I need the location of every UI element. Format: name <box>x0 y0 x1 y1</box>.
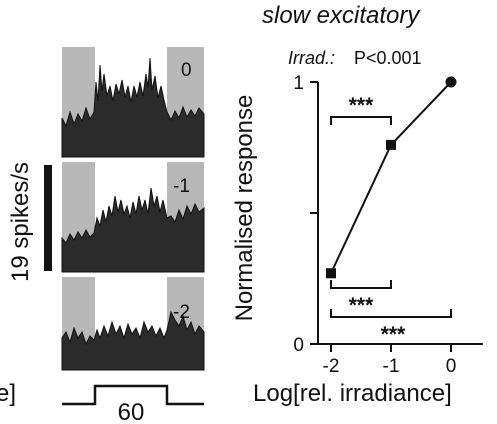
x-tick-label-1: -1 <box>383 356 400 377</box>
sig-stars-2: *** <box>349 94 374 117</box>
psth-2-label: -2 <box>173 302 190 323</box>
psth-1-trace <box>61 187 205 273</box>
irradiance-response-chart: Normalised response Log[rel. irradiance]… <box>231 48 483 407</box>
y-tick-label-1: 1 <box>293 73 304 94</box>
edge-label-left: e] <box>0 380 16 407</box>
psth-1-label: -1 <box>173 176 190 197</box>
main-test-value: P<0.001 <box>354 48 422 68</box>
sig-bracket-2 <box>330 116 392 125</box>
sig-bracket-1 <box>330 309 452 318</box>
sig-bracket-0 <box>330 280 392 289</box>
psth-2-trace <box>61 310 205 371</box>
psth-panel-minus-1: -1 <box>61 162 205 273</box>
data-point-2 <box>445 76 457 88</box>
scale-bar-label: 19 spikes/s <box>7 162 34 282</box>
psth-panel-minus-2: -2 <box>61 277 205 371</box>
y-tick-label-0: 0 <box>293 335 304 356</box>
sig-stars-1: *** <box>381 323 406 346</box>
psth-0-label: 0 <box>181 60 192 81</box>
data-point-0 <box>326 268 336 279</box>
data-point-1 <box>386 139 396 150</box>
x-tick-label-0: -2 <box>323 356 340 377</box>
x-axis-title: Log[rel. irradiance] <box>253 380 452 407</box>
figure-title: slow excitatory <box>262 2 421 29</box>
y-axis-title: Normalised response <box>231 95 258 322</box>
stimulus-duration-label: 60 <box>118 399 145 424</box>
stimulus-trace <box>62 384 204 406</box>
x-tick-label-2: 0 <box>446 356 457 377</box>
scale-bar <box>44 165 52 271</box>
main-test-prefix: Irrad.: <box>288 48 335 68</box>
sig-stars-0: *** <box>349 294 374 317</box>
psth-panel-0: 0 <box>61 47 205 158</box>
psth-0-trace <box>61 57 205 158</box>
